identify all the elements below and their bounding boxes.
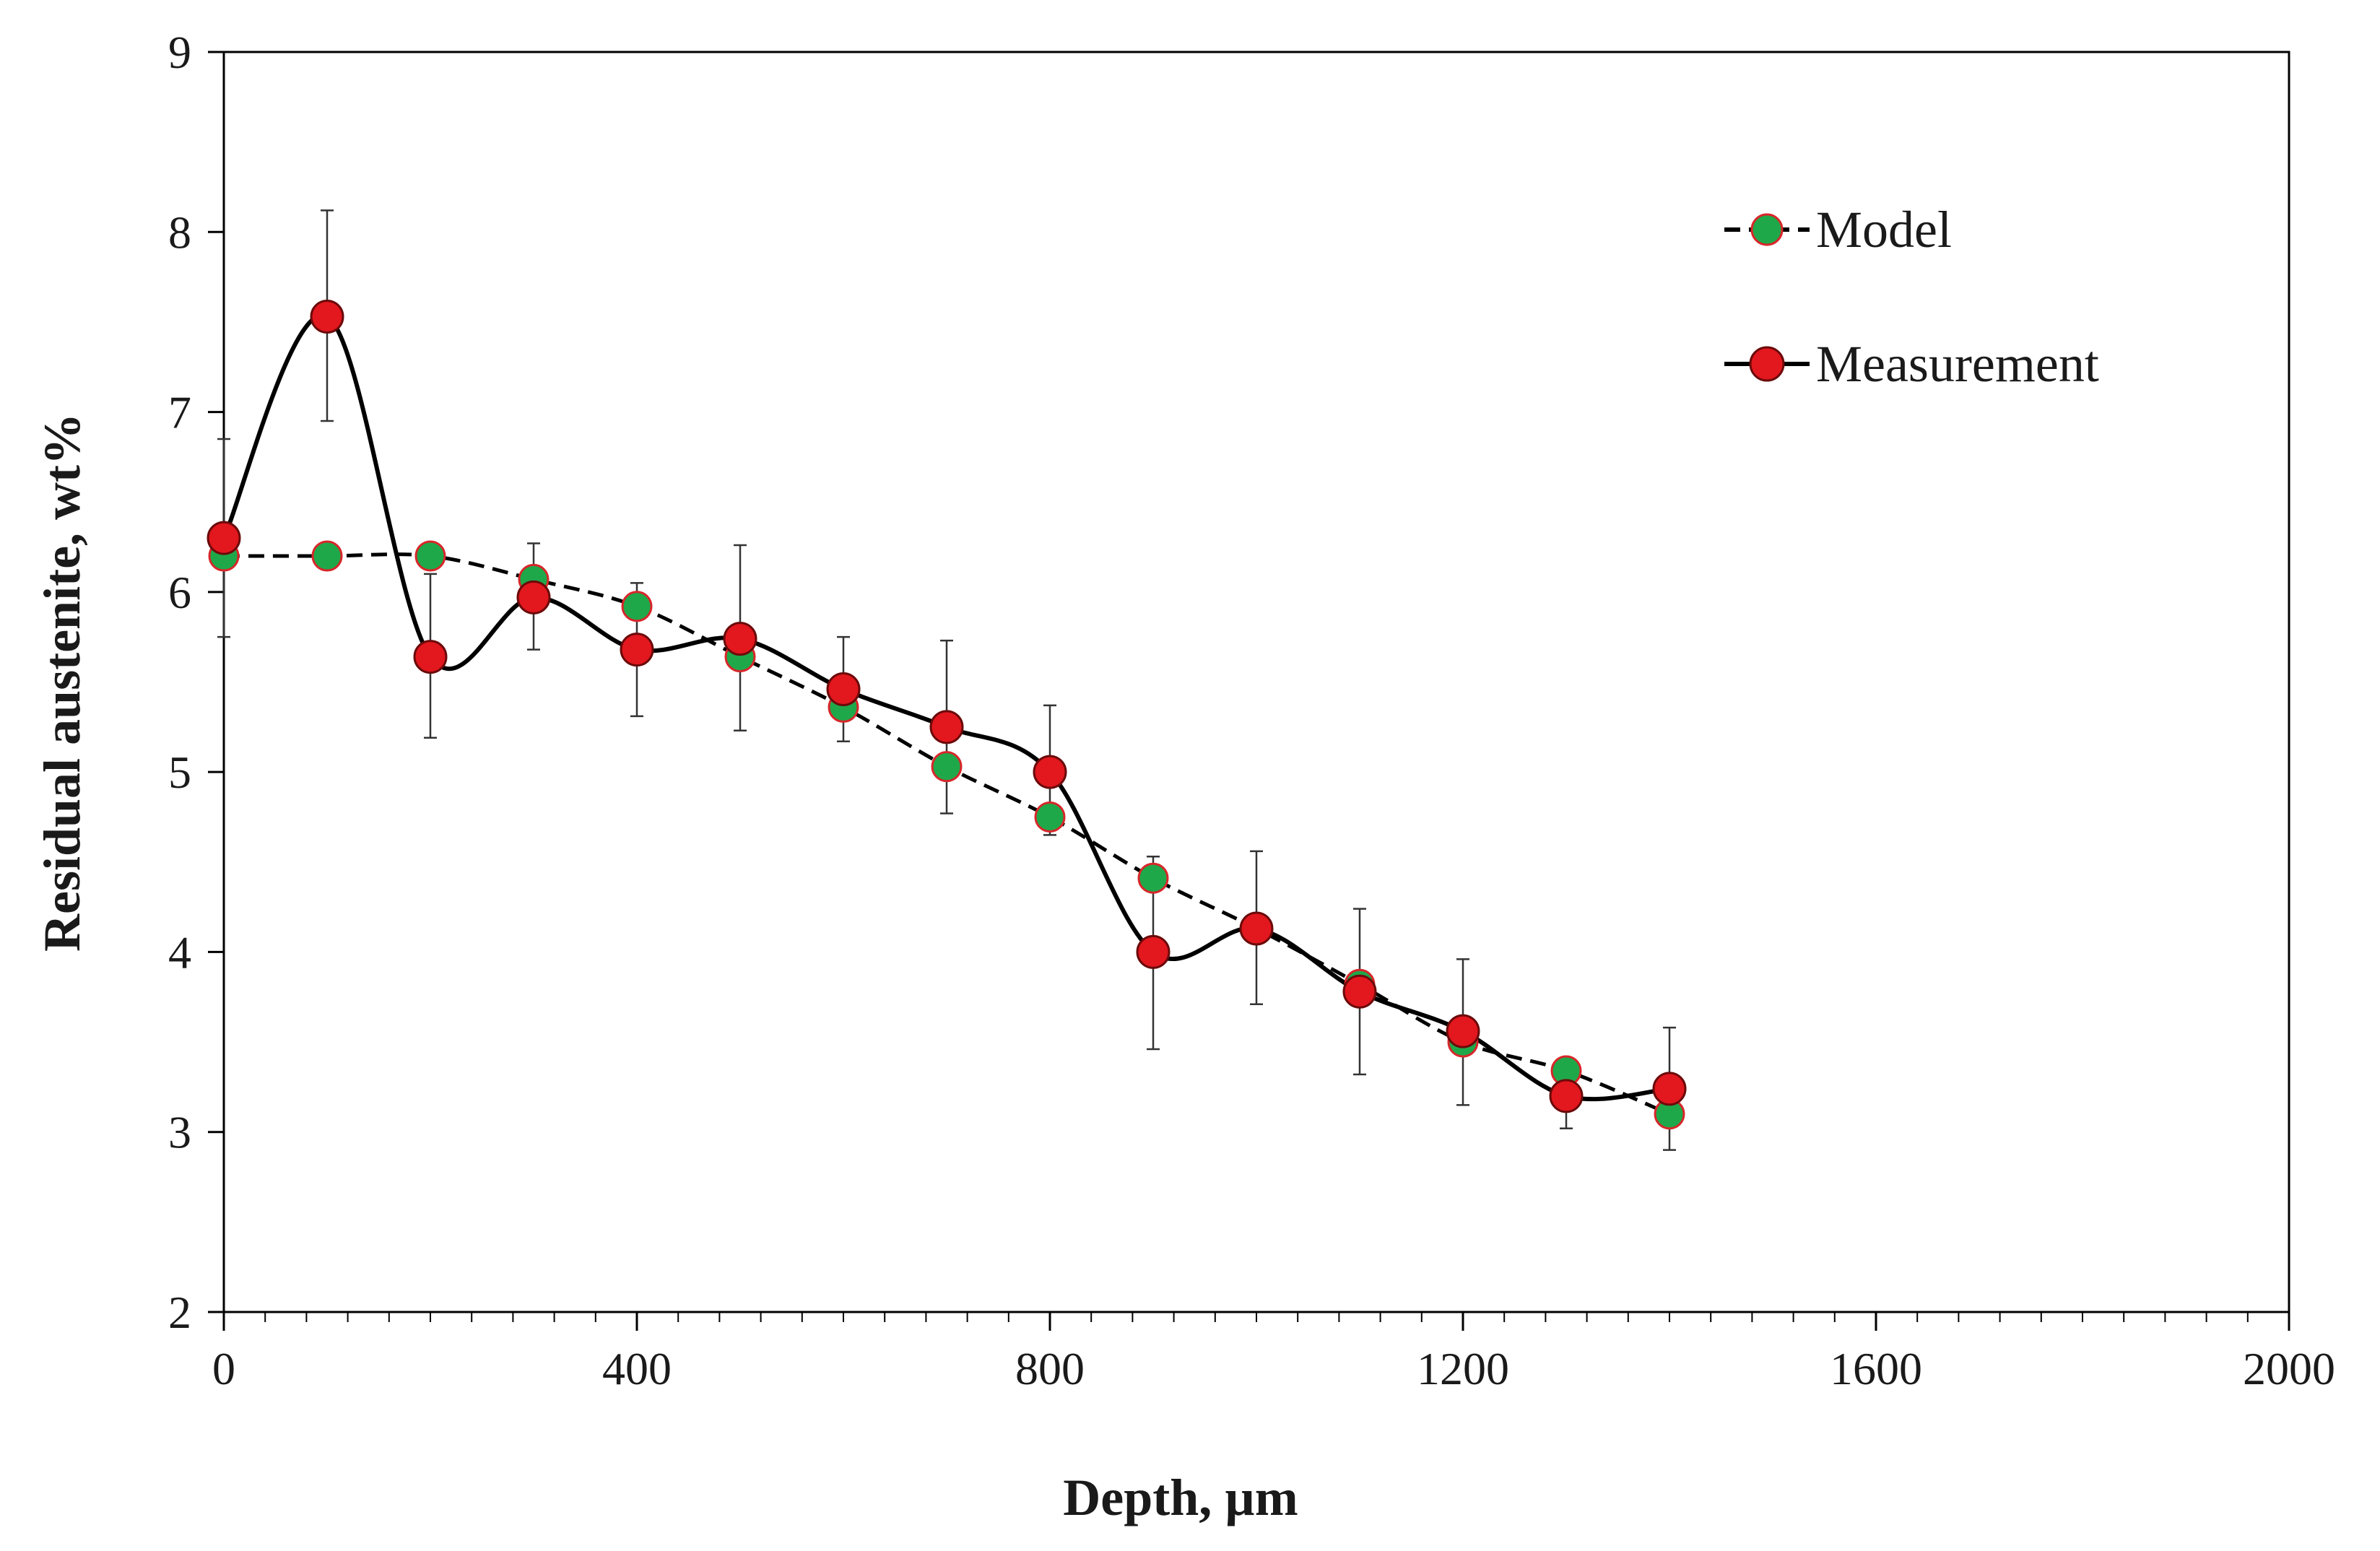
measurement-point <box>1549 1079 1584 1113</box>
x-tick-label: 800 <box>1015 1343 1085 1394</box>
y-tick-label: 5 <box>168 747 191 798</box>
measurement-point <box>620 633 654 667</box>
y-axis-title: Residual austenite, wt% <box>33 413 91 952</box>
legend-label-measurement: Measurement <box>1816 335 2099 393</box>
error-bars-layer <box>217 209 1676 1151</box>
x-tick-label: 2000 <box>2243 1343 2335 1394</box>
legend: Model Measurement <box>1724 201 2099 393</box>
measurement-point <box>1239 911 1274 946</box>
measurement-point <box>1033 755 1067 789</box>
x-tick-label: 400 <box>602 1343 672 1394</box>
y-tick-label: 9 <box>168 27 191 78</box>
axes-layer <box>208 51 2290 1331</box>
series-line-measurement <box>222 313 1670 1102</box>
measurement-point <box>929 710 964 744</box>
model-point <box>931 751 963 783</box>
model-point <box>1137 862 1169 894</box>
measurement-point <box>1342 974 1377 1009</box>
measurement-point <box>723 622 757 656</box>
plot-frame <box>222 51 2290 1313</box>
measurement-point <box>826 672 861 706</box>
x-tick-label: 0 <box>212 1343 235 1394</box>
y-tick-label: 3 <box>168 1107 191 1158</box>
y-tick-label: 6 <box>168 567 191 618</box>
points-layer <box>207 299 1687 1130</box>
y-tick-label: 8 <box>168 207 191 258</box>
y-tick-label: 4 <box>168 926 191 978</box>
x-tick-label: 1600 <box>1830 1343 1922 1394</box>
model-point <box>621 591 653 622</box>
x-tick-label: 1200 <box>1417 1343 1509 1394</box>
x-axis-title: Depth, µm <box>1063 1469 1298 1526</box>
measurement-point <box>1446 1014 1480 1048</box>
y-tick-label: 2 <box>168 1287 191 1338</box>
measurement-point <box>516 580 551 614</box>
model-point <box>311 540 343 572</box>
y-tick-label: 7 <box>168 387 191 438</box>
model-point <box>414 540 446 572</box>
measurement-point <box>310 299 344 334</box>
legend-label-model: Model <box>1816 201 1952 258</box>
model-point <box>1034 801 1066 833</box>
legend-marker-measurement <box>1749 346 1785 382</box>
measurement-point <box>413 640 448 674</box>
measurement-point <box>207 521 241 555</box>
measurement-point <box>1652 1072 1687 1106</box>
labels-layer: Depth, µm Residual austenite, wt% 2 3 4 5 6 7… <box>33 27 2335 1526</box>
legend-marker-model <box>1750 213 1784 246</box>
measurement-point <box>1136 934 1171 969</box>
